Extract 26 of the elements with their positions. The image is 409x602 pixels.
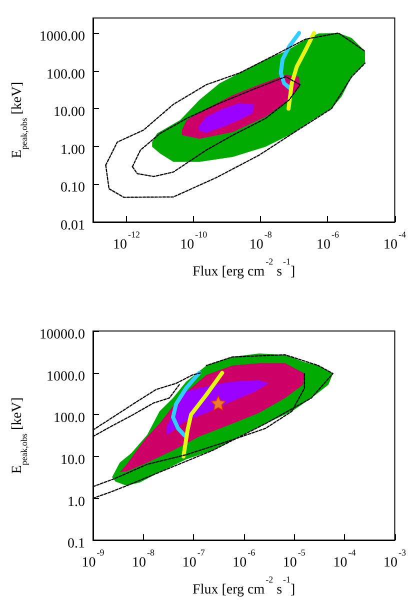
y-tick-label: 0.10	[60, 180, 85, 196]
x-tick-label: 10-3	[384, 548, 406, 571]
x-tick-label: 10-6	[232, 548, 256, 571]
y-tick-label: 1.00	[60, 142, 85, 158]
y-tick-label: 1.0	[68, 494, 85, 510]
x-tick-label: 10-8	[249, 230, 272, 252]
y-tick-label: 0.01	[60, 218, 85, 234]
y-tick-label: 1000.00	[40, 30, 85, 45]
y-tick-label: 10000.0	[40, 328, 85, 342]
x-tick-label: 10-8	[132, 548, 156, 571]
x-axis-title: Flux [erg cm-2 s-1]	[192, 256, 296, 280]
y-axis-title: Epeak,obs [keV]	[10, 397, 30, 474]
x-tick-label: 10-4	[333, 548, 356, 571]
y-axis-title: Epeak,obs [keV]	[10, 82, 30, 158]
x-tick-label: 10-4	[384, 230, 406, 252]
y-tick-label: 100.0	[54, 411, 85, 426]
y-tick-label: 10.0	[60, 452, 85, 468]
x-tick-label: 10-5	[282, 548, 306, 571]
x-tick-label: 10-7	[182, 548, 206, 571]
x-tick-label: 10-10	[180, 230, 208, 252]
x-axis-title: Flux [erg cm-2 s-1]	[192, 574, 296, 598]
y-tick-label: 100.00	[46, 67, 85, 82]
x-tick-label: 10-12	[113, 230, 140, 252]
y-tick-label: 1000.0	[46, 369, 85, 384]
x-tick-label: 10-6	[316, 230, 340, 252]
y-tick-label: 10.00	[54, 105, 85, 120]
